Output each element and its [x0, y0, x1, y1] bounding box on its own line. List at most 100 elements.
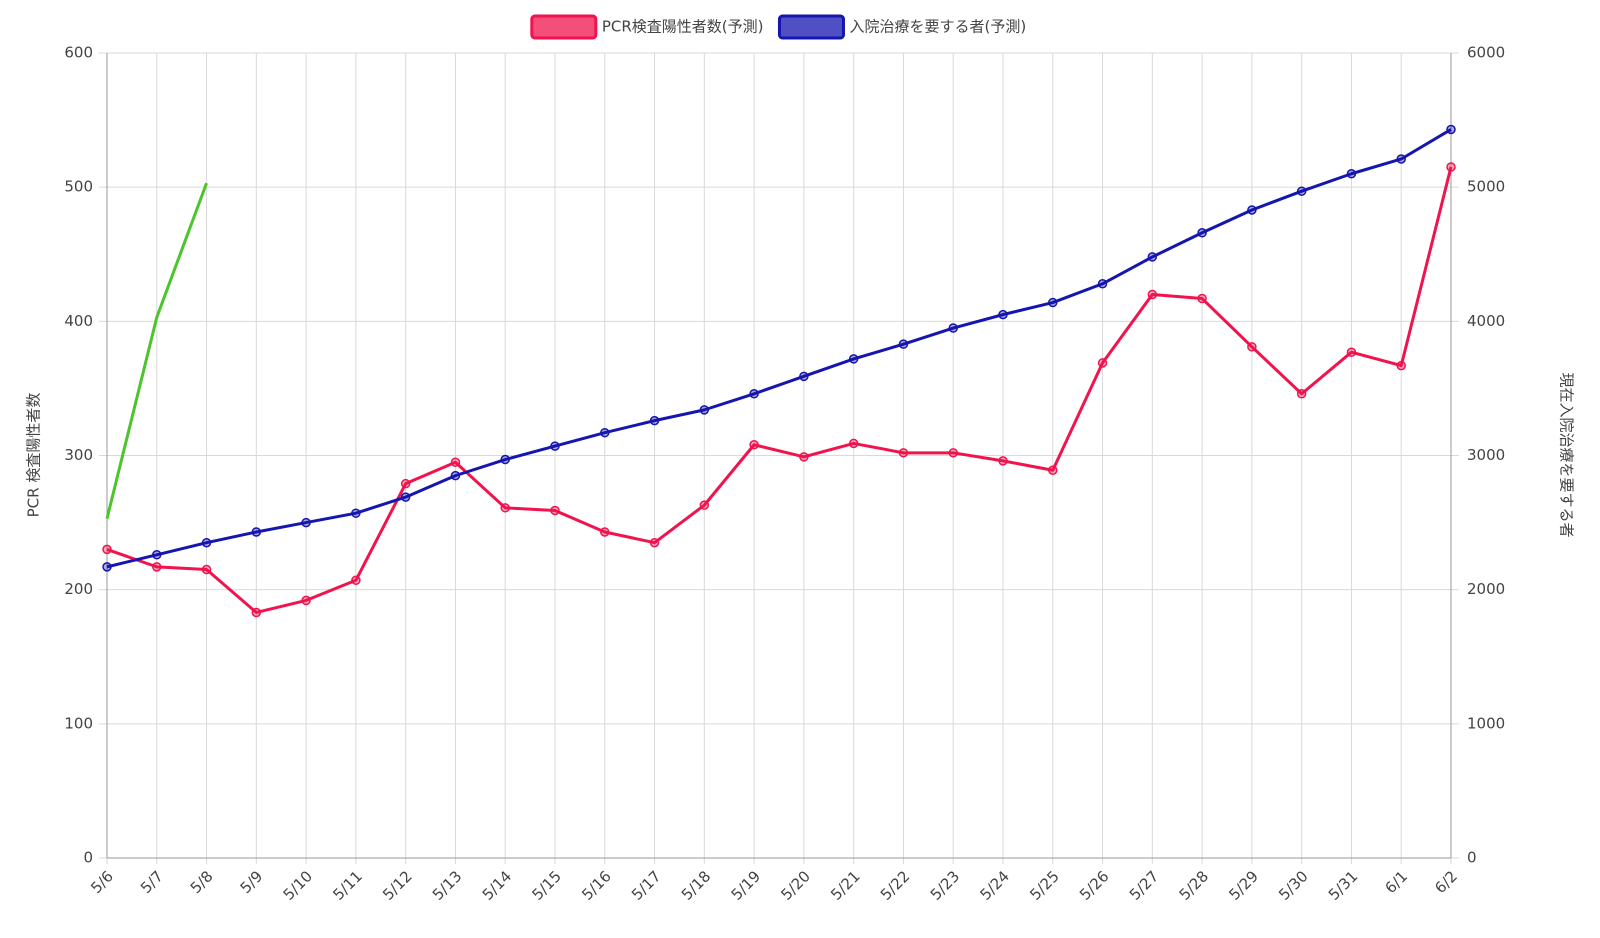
y2-tick-label: 6000	[1467, 44, 1505, 62]
legend-item: 入院治療を要する者(予測)	[777, 14, 1026, 40]
data-point	[600, 527, 610, 537]
x-tick-label: 5/28	[1176, 867, 1213, 904]
data-point	[1097, 279, 1108, 289]
data-point	[1346, 347, 1357, 357]
data-point	[848, 354, 859, 364]
y2-tick-label: 5000	[1467, 178, 1505, 196]
x-tick-label: 5/20	[777, 867, 814, 904]
y-tick-label: 100	[64, 714, 93, 732]
data-point	[1197, 228, 1207, 238]
data-point	[550, 441, 560, 451]
data-point	[1396, 360, 1406, 371]
data-point	[1048, 297, 1058, 308]
x-tick-label: 5/23	[927, 867, 964, 904]
x-tick-label: 6/1	[1381, 867, 1411, 897]
data-point	[1048, 465, 1058, 476]
x-tick-label: 5/21	[827, 867, 864, 904]
y-tick-label: 600	[64, 44, 93, 62]
data-point	[1296, 186, 1307, 196]
data-point	[400, 478, 411, 489]
data-point	[1296, 389, 1307, 399]
x-tick-label: 6/2	[1431, 867, 1461, 897]
data-point	[351, 575, 361, 586]
x-tick-label: 5/16	[578, 867, 615, 904]
data-point	[1147, 252, 1158, 262]
data-point	[1147, 289, 1158, 300]
data-point	[948, 448, 958, 458]
legend-label: PCR検査陽性者数(予測)	[602, 18, 764, 36]
x-tick-label: 5/15	[528, 867, 565, 904]
y-tick-label: 200	[64, 580, 93, 598]
x-tick-label: 5/19	[728, 867, 765, 904]
y2-tick-label: 1000	[1467, 714, 1505, 732]
x-tick-label: 5/30	[1275, 867, 1312, 904]
data-point	[799, 371, 809, 382]
x-tick-label: 5/13	[429, 867, 466, 904]
data-point	[649, 537, 660, 548]
x-tick-label: 5/18	[678, 867, 715, 904]
x-tick-label: 5/27	[1126, 867, 1163, 904]
data-point	[749, 440, 759, 450]
data-point	[898, 339, 909, 349]
x-tick-label: 5/31	[1325, 867, 1362, 904]
data-point	[600, 427, 610, 438]
y2-tick-label: 2000	[1467, 580, 1505, 598]
data-point	[1446, 162, 1456, 172]
x-tick-label: 5/29	[1225, 867, 1262, 904]
x-tick-label: 5/26	[1076, 867, 1113, 904]
x-tick-label: 5/12	[379, 867, 416, 904]
legend-label: 入院治療を要する者(予測)	[849, 18, 1026, 36]
data-point	[102, 544, 112, 555]
x-tick-label: 5/11	[329, 867, 366, 904]
data-point	[152, 550, 162, 560]
x-tick-label: 5/17	[628, 867, 665, 904]
data-point	[649, 415, 660, 426]
legend-swatch	[530, 14, 598, 40]
x-tick-label: 5/25	[1026, 867, 1063, 904]
y-tick-label: 0	[83, 849, 93, 867]
x-tick-label: 5/6	[87, 867, 117, 897]
data-point	[301, 517, 311, 528]
x-tick-label: 5/14	[479, 867, 516, 904]
data-point	[898, 448, 909, 458]
data-point	[848, 438, 859, 449]
data-point	[201, 564, 212, 575]
y-tick-label: 500	[64, 178, 93, 196]
data-point	[998, 456, 1008, 466]
data-point	[102, 562, 112, 572]
data-point	[152, 562, 162, 572]
data-point	[251, 527, 262, 537]
legend-swatch	[777, 14, 845, 40]
y2-tick-label: 0	[1467, 849, 1477, 867]
data-point	[301, 595, 311, 606]
y-tick-label: 300	[64, 446, 93, 464]
data-point	[1446, 124, 1456, 135]
x-tick-label: 5/8	[187, 867, 217, 897]
data-point	[1097, 358, 1108, 368]
x-tick-label: 5/7	[137, 867, 167, 897]
x-tick-label: 5/24	[976, 867, 1013, 904]
legend: PCR検査陽性者数(予測) 入院治療を要する者(予測)	[530, 14, 1026, 40]
data-point	[450, 470, 461, 481]
data-point	[500, 503, 510, 513]
data-point	[948, 323, 958, 333]
data-point	[400, 492, 411, 502]
series-line	[105, 182, 208, 519]
data-point	[799, 452, 809, 462]
series-line	[106, 128, 1452, 569]
data-point	[201, 537, 212, 548]
data-point	[699, 500, 710, 510]
data-point	[251, 607, 262, 618]
data-point	[500, 454, 510, 465]
y2-tick-label: 3000	[1467, 446, 1505, 464]
data-point	[1346, 169, 1357, 179]
data-point	[1247, 342, 1257, 352]
data-point	[450, 457, 461, 467]
x-tick-label: 5/22	[877, 867, 914, 904]
y-tick-label: 400	[64, 312, 93, 330]
data-point	[550, 505, 560, 516]
legend-item: PCR検査陽性者数(予測)	[530, 14, 764, 40]
series-line	[106, 166, 1453, 614]
